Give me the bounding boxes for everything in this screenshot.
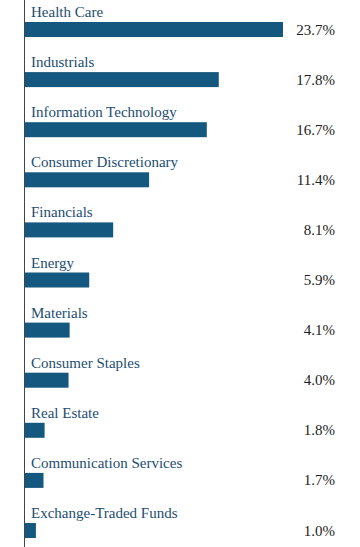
bars	[25, 22, 283, 538]
category-label: Consumer Discretionary	[31, 154, 179, 170]
value-label: 5.9%	[304, 272, 335, 288]
bar	[25, 22, 283, 37]
category-label: Consumer Staples	[31, 355, 140, 371]
category-label: Industrials	[31, 54, 94, 70]
category-label: Exchange-Traded Funds	[31, 505, 178, 521]
value-label: 23.7%	[296, 22, 335, 38]
bar	[25, 122, 207, 137]
bar	[25, 172, 149, 187]
chart-root: Health Care 23.7% Industrials 17.8% Informat…	[0, 0, 360, 547]
value-label: 17.8%	[296, 72, 335, 88]
value-label: 1.7%	[304, 472, 335, 488]
category-label: Real Estate	[31, 405, 99, 421]
category-label: Financials	[31, 204, 93, 220]
value-label: 1.8%	[304, 422, 335, 438]
value-label: 4.0%	[304, 372, 335, 388]
value-label: 1.0%	[304, 523, 335, 539]
category-label: Information Technology	[31, 104, 177, 120]
category-label: Communication Services	[31, 455, 182, 471]
chart-svg: Health Care 23.7% Industrials 17.8% Informat…	[0, 0, 360, 547]
bar	[25, 373, 69, 388]
bar	[25, 273, 89, 288]
category-label: Energy	[31, 255, 75, 271]
bar	[25, 222, 113, 237]
category-label: Health Care	[31, 4, 103, 20]
axis-line	[24, 0, 25, 547]
value-label: 8.1%	[304, 222, 335, 238]
value-label: 4.1%	[304, 322, 335, 338]
bar	[25, 473, 44, 488]
bar	[25, 323, 70, 338]
bar	[25, 523, 36, 538]
value-label: 11.4%	[297, 172, 335, 188]
bar	[25, 72, 219, 87]
value-label: 16.7%	[296, 122, 335, 138]
bar	[25, 423, 45, 438]
labels: Health Care 23.7% Industrials 17.8% Informat…	[31, 4, 335, 539]
category-label: Materials	[31, 305, 88, 321]
